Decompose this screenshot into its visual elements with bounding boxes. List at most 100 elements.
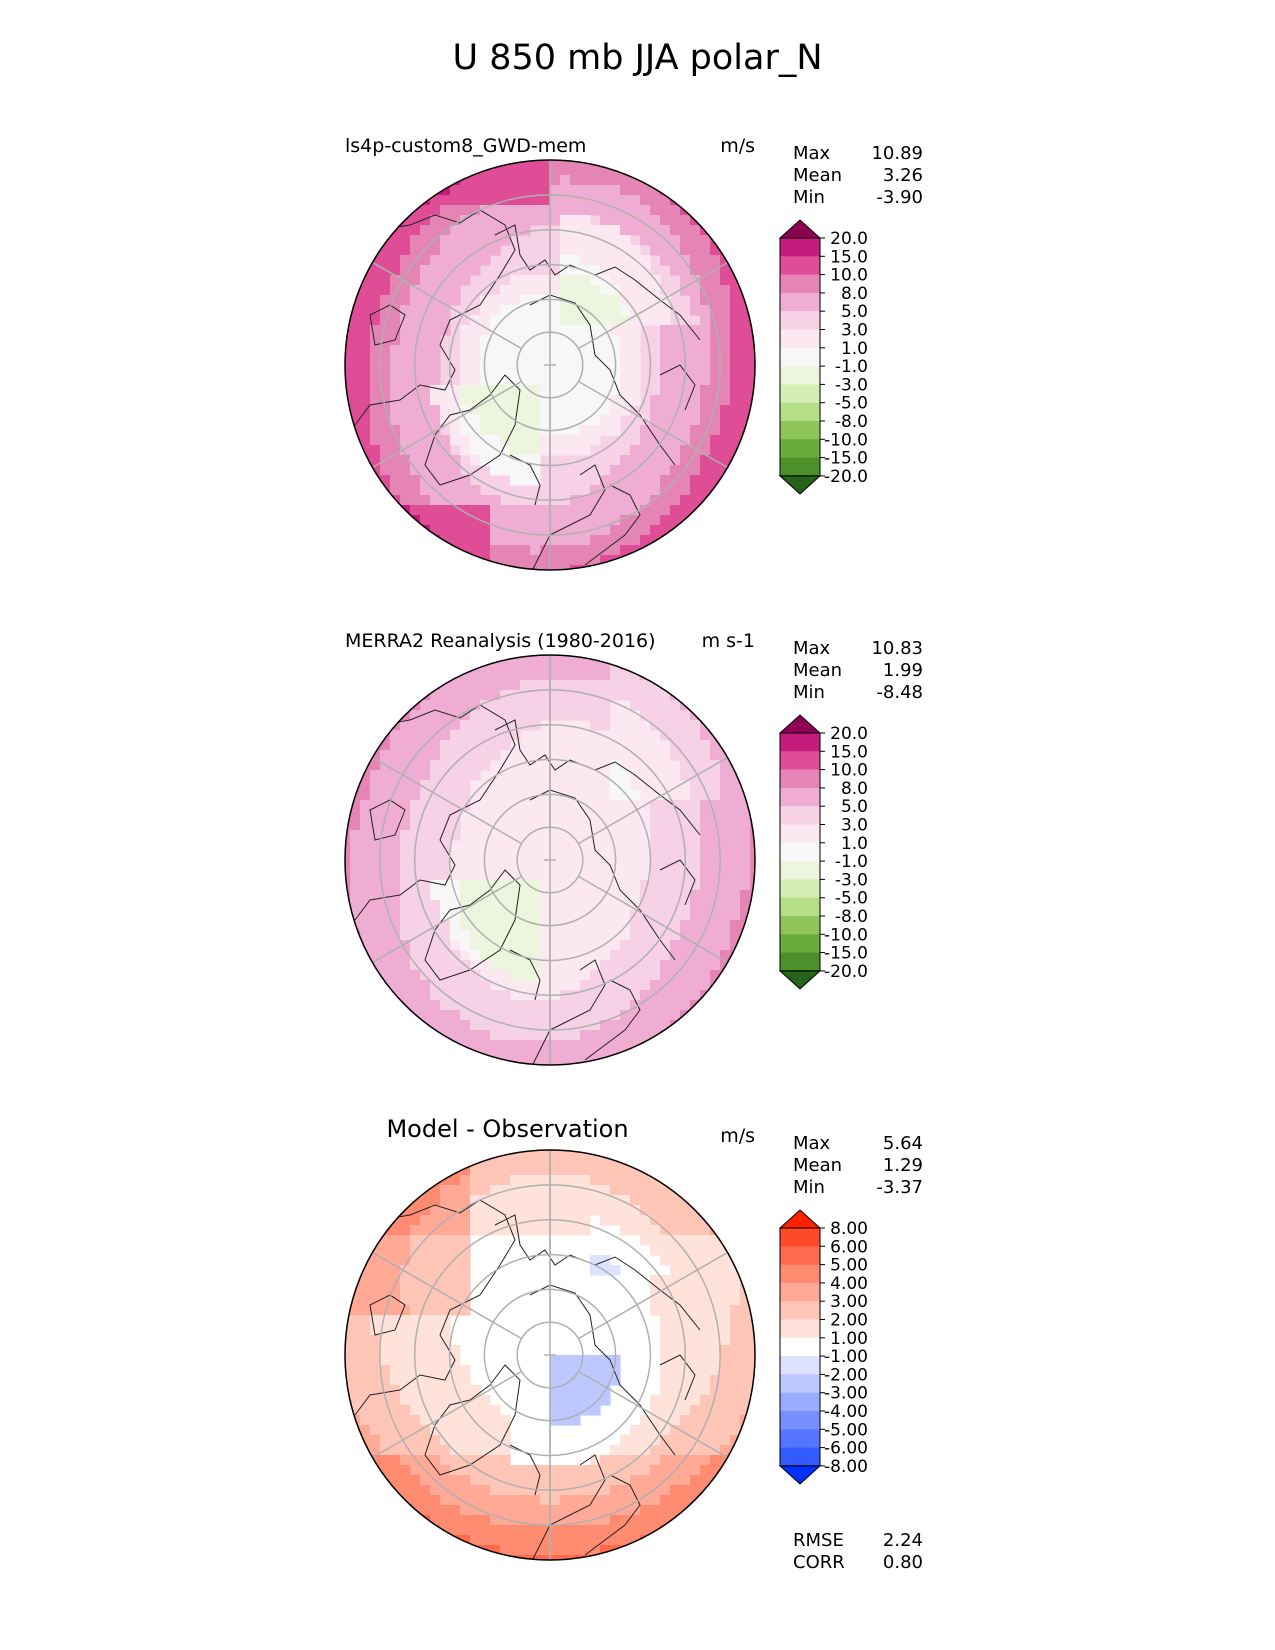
field-cell (620, 1485, 631, 1496)
field-cell (660, 565, 671, 570)
field-cell (420, 830, 431, 841)
colorbar-segment (780, 256, 820, 276)
field-cell (350, 505, 361, 516)
field-cell (600, 1555, 611, 1560)
field-cell (710, 375, 721, 386)
field-cell (730, 880, 741, 891)
field-cell (680, 1495, 691, 1506)
field-cell (660, 315, 671, 326)
colorbar-segment (780, 366, 820, 385)
field-cell (520, 1545, 531, 1556)
field-cell (420, 1495, 431, 1506)
field-cell (610, 990, 621, 1001)
field-cell (730, 1465, 741, 1476)
field-cell (640, 700, 651, 711)
field-cell (660, 445, 671, 456)
coastline (354, 209, 516, 426)
field-cell (660, 1485, 671, 1496)
field-cell (710, 670, 721, 681)
field-cell (490, 730, 501, 741)
field-cell (490, 445, 501, 456)
field-cell (540, 1150, 551, 1156)
field-cell (590, 1020, 601, 1031)
field-cell (660, 1505, 671, 1516)
field-cell (345, 1485, 351, 1496)
field-cell (390, 215, 401, 226)
stat-label: Mean (793, 1155, 843, 1176)
field-cell (600, 1050, 611, 1061)
field-cell (420, 680, 431, 691)
field-cell (730, 555, 741, 566)
field-cell (660, 1345, 671, 1356)
field-cell (710, 1415, 721, 1426)
field-cell (650, 225, 661, 236)
field-cell (720, 1165, 731, 1176)
field-cell (510, 295, 521, 306)
field-cell (750, 720, 755, 731)
field-cell (500, 1505, 511, 1516)
field-cell (750, 305, 755, 316)
field-cell (460, 1225, 471, 1236)
field-cell (440, 1155, 451, 1166)
field-cell (730, 1555, 741, 1560)
field-cell (490, 195, 501, 206)
field-cell (730, 1345, 741, 1356)
field-cell (560, 1150, 571, 1156)
field-cell (440, 495, 451, 506)
field-cell (440, 1255, 451, 1266)
field-cell (590, 515, 601, 526)
field-cell (670, 1030, 681, 1041)
field-cell (380, 365, 391, 376)
field-cell (490, 940, 501, 951)
field-cell (440, 830, 451, 841)
field-cell (740, 1295, 751, 1306)
field-cell (590, 1385, 601, 1396)
field-cell (660, 475, 671, 486)
field-cell (410, 960, 421, 971)
field-cell (370, 670, 381, 681)
field-cell (430, 760, 441, 771)
field-cell (380, 195, 391, 206)
coastline (509, 1444, 541, 1496)
field-cell (350, 1265, 361, 1276)
field-cell (560, 1050, 571, 1061)
field-cell (620, 265, 631, 276)
field-cell (670, 435, 681, 446)
field-cell (640, 505, 651, 516)
field-cell (750, 1405, 755, 1416)
field-cell (620, 670, 631, 681)
field-cell (710, 1515, 721, 1526)
field-cell (690, 760, 701, 771)
field-cell (580, 165, 591, 176)
field-cell (400, 1175, 411, 1186)
field-cell (400, 555, 411, 566)
field-cell (470, 565, 481, 570)
field-cell (430, 1415, 441, 1426)
field-cell (660, 1205, 671, 1216)
field-cell (710, 195, 721, 206)
field-cell (650, 1150, 661, 1156)
field-cell (740, 1525, 751, 1536)
field-cell (690, 940, 701, 951)
field-cell (710, 700, 721, 711)
field-cell (440, 1050, 451, 1061)
field-cell (570, 655, 581, 661)
field-cell (550, 335, 561, 346)
field-cell (390, 525, 401, 536)
field-cell (480, 375, 491, 386)
field-cell (460, 355, 471, 366)
field-cell (470, 1515, 481, 1526)
field-cell (390, 1155, 401, 1166)
field-cell (345, 740, 351, 751)
field-cell (530, 960, 541, 971)
field-cell (350, 1245, 361, 1256)
field-cell (700, 1255, 711, 1266)
field-cell (610, 275, 621, 286)
field-cell (470, 545, 481, 556)
field-cell (530, 465, 541, 476)
field-cell (750, 295, 755, 306)
field-cell (690, 680, 701, 691)
field-cell (390, 780, 401, 791)
field-cell (380, 710, 391, 721)
field-cell (470, 375, 481, 386)
